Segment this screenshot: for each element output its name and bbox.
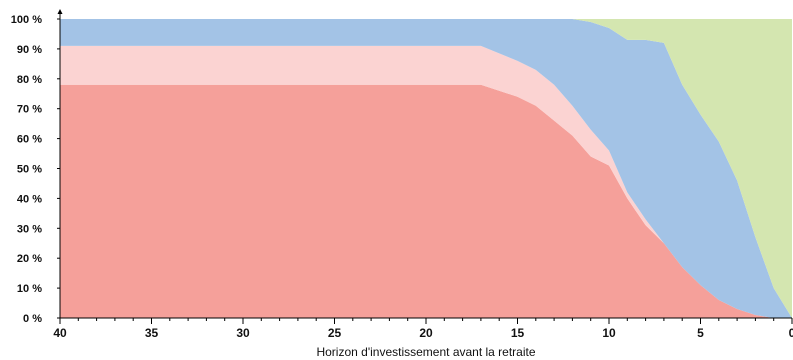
x-tick-label: 35 <box>145 326 159 340</box>
area-series-4 <box>60 19 792 318</box>
x-tick-label: 10 <box>602 326 616 340</box>
y-tick-label: 20 % <box>17 253 42 265</box>
area-series-2 <box>60 45 792 318</box>
y-axis-arrow <box>57 9 63 14</box>
y-tick-labels: 0 % 10 % 20 % 30 % 40 % 50 % 60 % 70 % 80 % 90 % 1… <box>11 14 42 325</box>
y-tick-label: 60 % <box>17 134 42 146</box>
area-series-3 <box>60 19 792 318</box>
y-tick-label: 30 % <box>17 223 42 235</box>
y-tick-label: 0 % <box>23 313 42 325</box>
y-tick-label: 40 % <box>17 193 42 205</box>
y-tick-label: 100 % <box>11 14 42 26</box>
x-tick-label: 5 <box>697 326 704 340</box>
x-tick-label: 20 <box>419 326 433 340</box>
x-tick-label: 40 <box>53 326 67 340</box>
x-axis-title: Horizon d'investissement avant la retrai… <box>316 345 535 359</box>
x-tick-label: 15 <box>511 326 525 340</box>
area-series-1 <box>60 84 792 318</box>
y-tick-label: 90 % <box>17 44 42 56</box>
x-tick-label: 30 <box>236 326 250 340</box>
area-series-group <box>60 19 792 318</box>
y-tick-label: 50 % <box>17 164 42 176</box>
x-tick-label: 25 <box>328 326 342 340</box>
x-tick-labels: 40 35 30 25 20 15 10 5 0 <box>53 326 793 340</box>
y-tick-label: 80 % <box>17 74 42 86</box>
y-tick-label: 70 % <box>17 104 42 116</box>
axes-group <box>57 9 793 324</box>
y-tick-label: 10 % <box>17 283 42 295</box>
x-tick-label: 0 <box>789 326 793 340</box>
